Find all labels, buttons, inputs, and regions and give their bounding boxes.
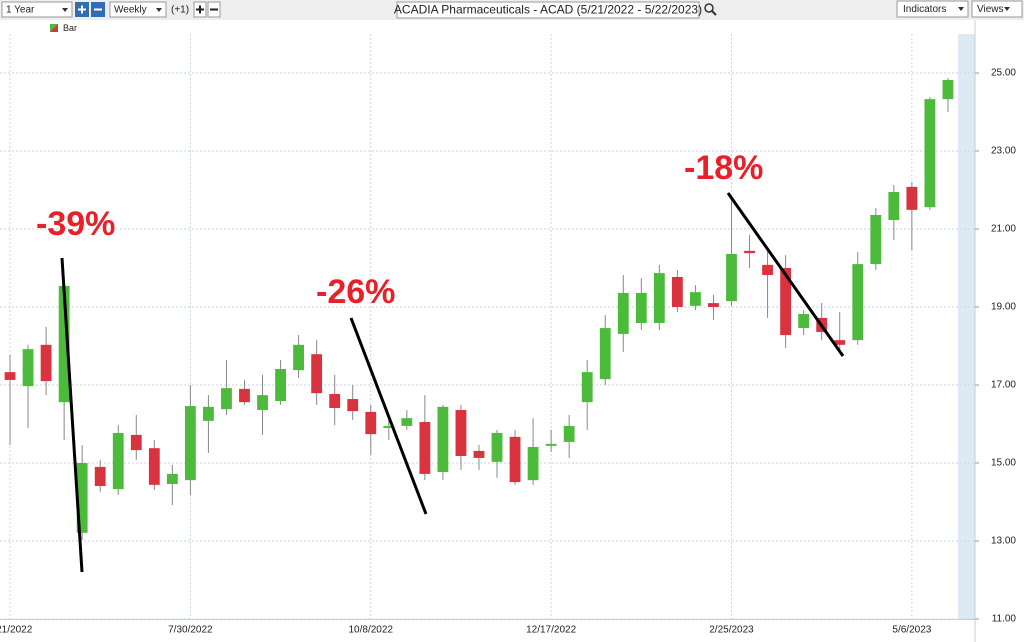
x-tick-label: 2/25/2023 (709, 625, 754, 636)
candle-body (563, 425, 575, 442)
indicators: Indicators (903, 4, 946, 15)
trend-line (726, 192, 845, 357)
candle-body (94, 466, 106, 487)
annotation: -18% (684, 149, 763, 187)
chart-title: ACADIA Pharmaceuticals - ACAD (5/21/2022… (394, 3, 702, 17)
candle-body (509, 436, 521, 483)
candle-body (852, 264, 864, 341)
candle-body (166, 473, 178, 485)
candle-body (437, 406, 449, 472)
period: 1 Year (6, 5, 35, 16)
candle-body (690, 292, 701, 306)
candle-body (599, 328, 611, 380)
legend-icon (50, 24, 58, 32)
search-icon (711, 10, 717, 16)
y-tick-label: 13.00 (991, 536, 1016, 547)
candle-body (671, 276, 683, 307)
dropdown-arrow (958, 7, 964, 11)
future-region (958, 34, 975, 619)
legend-label: Bar (63, 23, 77, 33)
candle-body (491, 432, 503, 462)
candle-body (708, 303, 719, 307)
title-box[interactable] (396, 1, 700, 19)
candle-body (726, 253, 737, 302)
trend-line (60, 257, 84, 573)
candle-body (834, 340, 846, 345)
candle-body (184, 406, 196, 481)
x-tick-label: 5/21/2022 (0, 625, 33, 636)
candle-body (762, 264, 773, 276)
x-tick-label: 10/8/2022 (349, 625, 394, 636)
candle-body (365, 411, 377, 435)
candle-body (653, 273, 665, 323)
candle-body (148, 448, 160, 485)
candle-body (545, 443, 557, 446)
candle-body (112, 432, 124, 490)
candle-body (798, 314, 810, 329)
candle-body (635, 292, 647, 323)
candle-body (40, 344, 52, 382)
candle-body (22, 349, 34, 387)
candle-body (347, 399, 359, 412)
interval: Weekly (114, 5, 147, 16)
candle-body (275, 369, 286, 401)
candle-body (239, 388, 250, 403)
candle-body (942, 80, 954, 100)
trend-line (349, 317, 428, 515)
annotation: -39% (36, 205, 115, 243)
candle-body (383, 425, 395, 428)
candle-body (203, 406, 214, 421)
candle-body (419, 422, 431, 474)
candle-body (780, 268, 792, 336)
candle-body (455, 409, 467, 456)
candle-body (888, 191, 900, 221)
indicators-select[interactable] (896, 0, 969, 18)
candle-body (473, 450, 485, 458)
candle-body (401, 418, 413, 426)
y-tick-label: 11.00 (992, 614, 1017, 625)
candle-body (293, 344, 305, 371)
x-tick-label: 12/17/2022 (526, 625, 576, 636)
y-tick-label: 19.00 (991, 302, 1016, 313)
candle-body (527, 447, 539, 481)
candle-body (906, 186, 918, 210)
candle-body (924, 99, 936, 208)
candle-body (744, 250, 755, 254)
plus-icon (78, 5, 86, 14)
y-tick-label: 17.00 (991, 380, 1016, 391)
x-tick-label: 5/6/2023 (892, 625, 931, 636)
candle-body (329, 393, 341, 409)
interval-select[interactable] (109, 1, 167, 18)
candle-body (58, 285, 70, 403)
views: Views (977, 4, 1004, 15)
plus-icon (196, 5, 204, 14)
annotation: -26% (316, 273, 395, 311)
candle-body (617, 292, 629, 334)
period-select[interactable] (1, 1, 73, 18)
views-select[interactable] (971, 0, 1023, 18)
dropdown-arrow (1004, 7, 1010, 11)
candle-body (257, 395, 268, 410)
plot: 11.00 13.00 15.00 17.00 19.00 21.00 23.00 25.00… (0, 34, 1016, 636)
dropdown-arrow (62, 8, 68, 12)
y-tick-label: 21.00 (991, 224, 1016, 235)
x-tick-label: 7/30/2022 (168, 625, 213, 636)
candle-body (581, 372, 593, 403)
y-tick-label: 23.00 (991, 146, 1016, 157)
offset: (+1) (171, 5, 189, 16)
y-tick-label: 15.00 (991, 458, 1016, 469)
candle-body (311, 354, 323, 394)
candle-body (130, 434, 142, 451)
y-tick-label: 25.00 (991, 68, 1016, 79)
candle-body (870, 214, 882, 265)
candle-body (76, 463, 88, 533)
candle-body (4, 372, 16, 380)
search-icon[interactable] (704, 3, 714, 13)
candle-body (221, 388, 232, 410)
dropdown-arrow (156, 8, 162, 12)
